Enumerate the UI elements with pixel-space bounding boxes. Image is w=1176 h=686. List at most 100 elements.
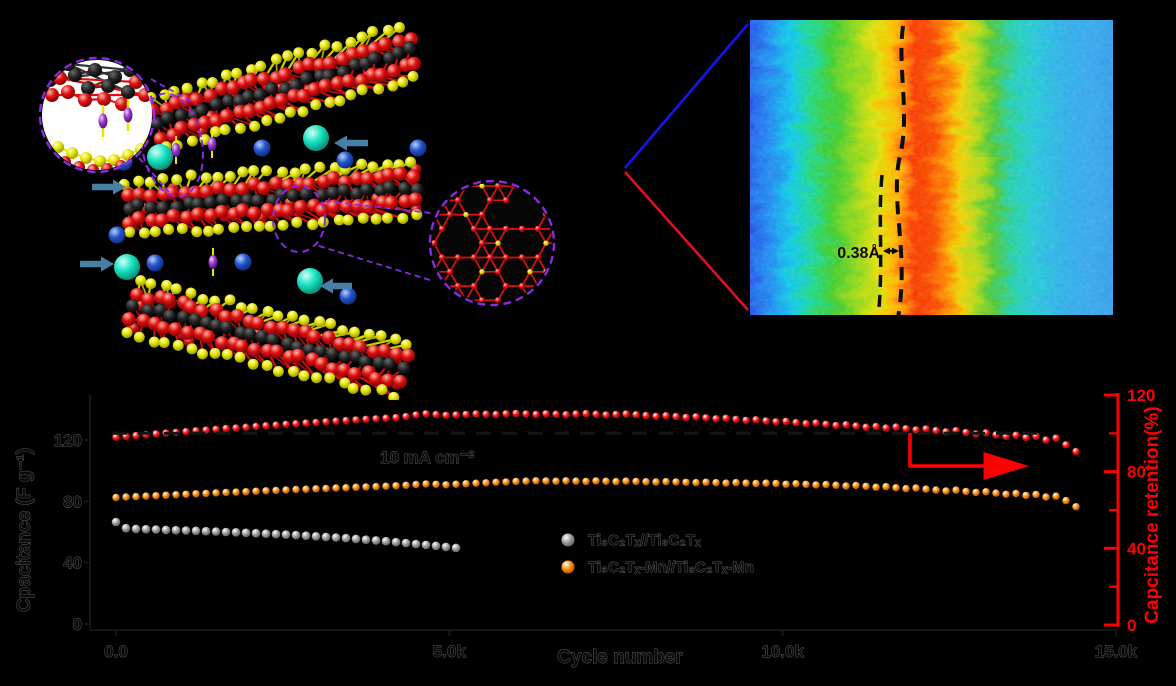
- atom: [224, 171, 236, 183]
- data-point: [792, 480, 800, 488]
- data-point: [282, 420, 290, 428]
- atom: [350, 171, 365, 186]
- ion-insertion-arrows: [80, 135, 368, 294]
- atom: [358, 355, 372, 369]
- atom: [299, 163, 311, 175]
- data-point: [312, 418, 320, 427]
- atom: [78, 93, 92, 107]
- atom: [337, 325, 349, 337]
- atom: [256, 71, 271, 86]
- atom: [397, 212, 409, 224]
- atom: [247, 206, 262, 221]
- atom: [174, 108, 188, 122]
- atom: [140, 292, 155, 307]
- atom: [183, 300, 198, 315]
- data-point: [181, 526, 191, 535]
- data-point: [572, 410, 580, 418]
- atom: [393, 166, 408, 181]
- atom: [372, 356, 386, 370]
- data-point: [222, 488, 230, 497]
- atom: [367, 25, 379, 37]
- atom: [242, 89, 256, 103]
- data-point: [942, 487, 950, 495]
- atom: [454, 282, 462, 290]
- atom: [235, 182, 250, 197]
- bond: [67, 63, 129, 93]
- data-point: [612, 410, 620, 419]
- atom: [291, 216, 303, 228]
- atom: [438, 254, 446, 261]
- cation-sphere-cyan: [114, 254, 140, 280]
- heatmap-noise-overlay: [750, 20, 1113, 315]
- inset-surface-zoom: [38, 56, 197, 193]
- data-point: [272, 421, 280, 429]
- atom: [463, 211, 469, 218]
- atom: [220, 69, 232, 81]
- data-point: [262, 422, 270, 430]
- data-point: [451, 543, 461, 553]
- data-point: [291, 530, 301, 540]
- atom: [121, 327, 133, 339]
- data-point: [682, 413, 690, 422]
- data-point: [232, 488, 240, 496]
- atom: [176, 223, 188, 235]
- data-point: [332, 484, 340, 492]
- atom: [101, 79, 115, 93]
- data-point: [962, 487, 970, 496]
- atom: [94, 155, 106, 167]
- atom: [272, 365, 284, 377]
- atom: [559, 183, 565, 189]
- dopant-atom-purple: [123, 107, 133, 123]
- dspacing-annotation: 0.38Å: [837, 243, 880, 262]
- data-point: [381, 536, 391, 546]
- data-point: [822, 420, 830, 428]
- data-point: [452, 480, 460, 488]
- data-point: [292, 420, 300, 428]
- data-point: [191, 526, 201, 536]
- bond: [562, 272, 570, 286]
- data-point: [562, 477, 570, 485]
- atom: [470, 282, 478, 290]
- capacitance-axis-title: Cpacitance (F g⁻¹): [14, 448, 35, 612]
- atom: [339, 377, 351, 389]
- atom: [542, 183, 550, 190]
- atom: [263, 96, 278, 111]
- data-point: [212, 489, 220, 497]
- data-point: [632, 411, 640, 419]
- data-point: [922, 425, 930, 433]
- atom: [265, 81, 279, 95]
- atom: [250, 316, 265, 331]
- cation-sphere-blue: [339, 287, 357, 305]
- atom: [307, 82, 322, 97]
- atom: [101, 163, 113, 170]
- atom: [73, 161, 85, 170]
- cation-sphere-blue: [253, 139, 271, 157]
- bond: [554, 229, 562, 243]
- atom: [166, 208, 181, 223]
- atom: [223, 182, 238, 197]
- bond: [562, 215, 570, 229]
- bond: [562, 186, 570, 200]
- data-point: [331, 533, 341, 542]
- right-tick-label: 40: [1127, 539, 1146, 558]
- atom: [408, 192, 423, 207]
- atom: [121, 85, 135, 99]
- atom: [311, 372, 323, 384]
- atom: [360, 171, 375, 186]
- atom: [296, 88, 311, 103]
- atom: [287, 323, 302, 338]
- atom: [269, 176, 284, 191]
- atom: [382, 24, 394, 36]
- atom: [185, 287, 197, 299]
- atom: [61, 60, 75, 71]
- atom: [211, 180, 226, 195]
- atom: [148, 336, 160, 348]
- data-point: [792, 418, 800, 427]
- atom: [367, 161, 379, 173]
- atom: [432, 240, 438, 247]
- atom: [298, 314, 310, 326]
- atom: [348, 326, 360, 338]
- data-point: [472, 479, 480, 487]
- ion-arrow-head: [101, 256, 114, 272]
- atom: [392, 34, 407, 49]
